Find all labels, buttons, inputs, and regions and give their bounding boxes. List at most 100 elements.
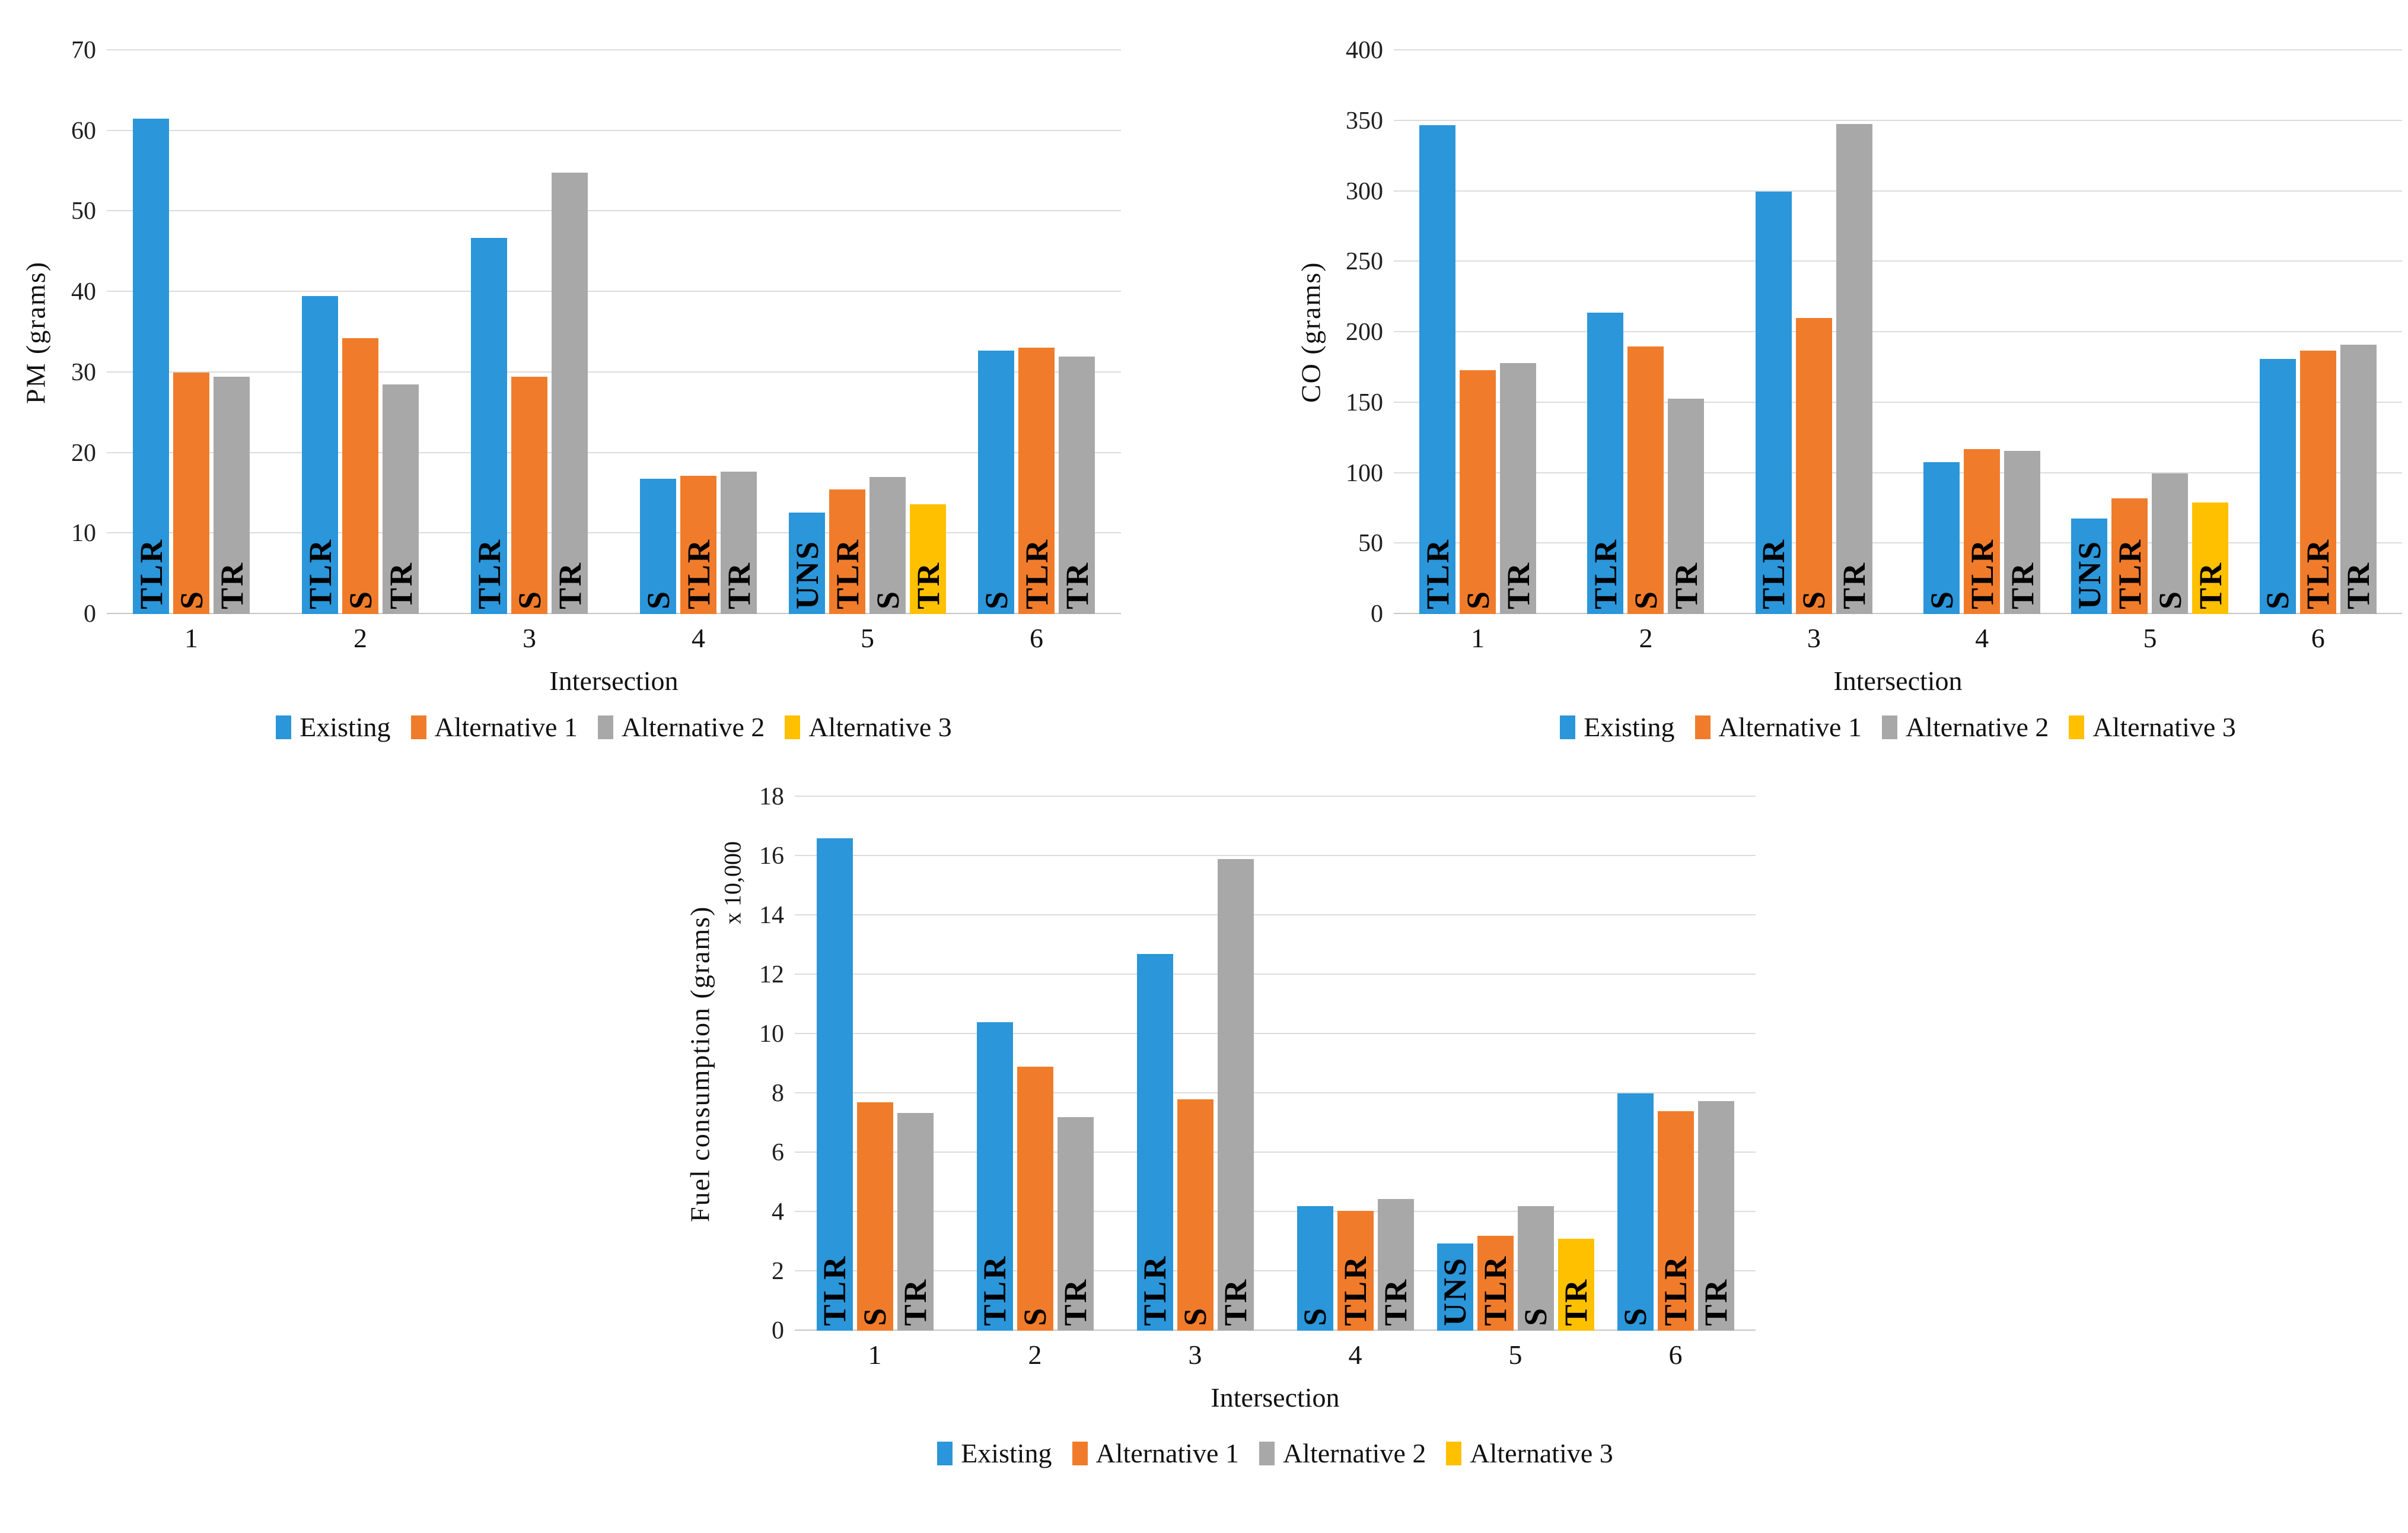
legend-item: Alternative 3 bbox=[2069, 714, 2236, 741]
bar-label: S bbox=[978, 589, 1014, 609]
legend: Existing Alternative 1 Alternative 2 Altern… bbox=[1394, 714, 2402, 741]
legend: Existing Alternative 1 Alternative 2 Altern… bbox=[795, 1440, 1756, 1467]
legend-label: Existing bbox=[961, 1438, 1052, 1468]
gridline bbox=[1394, 260, 2402, 262]
bar-label: TLR bbox=[2300, 537, 2336, 609]
legend-label: Alternative 1 bbox=[1095, 1438, 1239, 1468]
bar-label: TR bbox=[552, 561, 588, 609]
y-axis-tick-label: 70 bbox=[71, 37, 96, 64]
bar: TR bbox=[1668, 398, 1705, 614]
legend-item: Existing bbox=[276, 714, 391, 741]
chart-body: CO (grams) 0 50 100 150 200 250 300 350 400 TLR S TR… bbox=[1293, 0, 2402, 626]
legend-label: Alternative 2 bbox=[621, 712, 765, 742]
bar-label: TR bbox=[897, 1277, 933, 1326]
y-axis-scale-note: x 10,000 bbox=[719, 841, 746, 924]
bar: TR bbox=[2004, 450, 2041, 614]
bar-label: TLR bbox=[680, 537, 716, 609]
bar: TR bbox=[552, 173, 588, 614]
legend-item: Alternative 3 bbox=[1446, 1440, 1613, 1467]
y-axis-tick-label: 0 bbox=[772, 1317, 784, 1344]
gridline bbox=[795, 855, 1756, 856]
bar: S bbox=[1627, 346, 1664, 614]
y-axis-title: CO (grams) bbox=[1295, 261, 1326, 403]
chart-body: Fuel consumption (grams) x 10,000 0 2 4 6 8 10 1… bbox=[682, 746, 1756, 1343]
bar-label: TR bbox=[1058, 1277, 1093, 1326]
legend-label: Alternative 2 bbox=[1905, 712, 2049, 742]
category-label: 1 bbox=[1471, 622, 1485, 653]
bar: UNS bbox=[2071, 518, 2108, 614]
category-label: 5 bbox=[2143, 622, 2157, 653]
bar: S bbox=[1795, 318, 1832, 614]
category-label: 6 bbox=[1030, 622, 1043, 653]
bar: TLR bbox=[2111, 498, 2148, 614]
category-label: 3 bbox=[523, 622, 536, 653]
bar: TLR bbox=[1657, 1111, 1694, 1331]
bar: TR bbox=[2340, 345, 2377, 614]
y-axis-tick-label: 200 bbox=[1346, 319, 1383, 346]
bar: S bbox=[1177, 1099, 1213, 1331]
bar-group: S TLR TR bbox=[952, 50, 1121, 614]
bar: TLR bbox=[1136, 954, 1173, 1331]
y-axis-title: PM (grams) bbox=[20, 260, 51, 404]
gridline bbox=[795, 1092, 1756, 1093]
alternative-2-legend-swatch bbox=[597, 715, 613, 739]
bar-label: S bbox=[1796, 589, 1832, 609]
gridline bbox=[1394, 119, 2402, 121]
bar-label: S bbox=[1177, 1306, 1213, 1326]
category-label: 1 bbox=[868, 1339, 882, 1370]
category-label: 2 bbox=[353, 622, 367, 653]
y-axis-tick-label: 20 bbox=[71, 439, 96, 467]
category-label: 6 bbox=[2311, 622, 2325, 653]
bar-groups: TLR S TR TLR S TR TLR S TR S TLR TR UNS TLR S TR S TLR TR bbox=[107, 50, 1121, 614]
gridline bbox=[795, 914, 1756, 915]
y-axis-tick-label: 18 bbox=[759, 783, 784, 810]
bar: TR bbox=[1377, 1198, 1414, 1331]
bar-label: TLR bbox=[1658, 1254, 1693, 1326]
bar-label: TR bbox=[2192, 561, 2228, 609]
alternative-2-legend-swatch bbox=[1881, 715, 1897, 739]
gridline bbox=[1394, 472, 2402, 473]
bar-label: TLR bbox=[1337, 1254, 1373, 1326]
y-axis-title: Fuel consumption (grams) bbox=[684, 905, 715, 1222]
bar: TLR bbox=[1755, 191, 1792, 614]
bar: TR bbox=[721, 471, 757, 614]
bar-groups: TLR S TR TLR S TR TLR S TR S TLR TR UNS TLR S TR S TLR TR bbox=[1394, 50, 2402, 614]
x-axis-title: Intersection bbox=[1833, 665, 1963, 696]
bar: S bbox=[978, 351, 1014, 614]
x-axis-category-labels: 1 2 3 4 5 6 bbox=[1394, 614, 2402, 661]
legend-item: Existing bbox=[1560, 714, 1675, 741]
bar: S bbox=[342, 338, 378, 614]
bar: S bbox=[1923, 462, 1960, 614]
bar: S bbox=[173, 372, 209, 614]
plot-area: TLR S TR TLR S TR TLR S TR S TLR TR UNS TLR S TR S TLR TR bbox=[107, 49, 1121, 614]
bar: TR bbox=[897, 1112, 934, 1331]
gridline bbox=[107, 49, 1121, 50]
gridline bbox=[1394, 331, 2402, 332]
y-axis-tick-label: 50 bbox=[71, 198, 96, 225]
category-label: 2 bbox=[1028, 1339, 1042, 1370]
x-axis-line bbox=[1394, 613, 2402, 614]
bar: S bbox=[869, 477, 906, 614]
bar-label: TR bbox=[1668, 561, 1704, 609]
bar: S bbox=[2259, 359, 2296, 614]
bar-group: TLR S TR bbox=[955, 797, 1115, 1331]
category-label: 5 bbox=[861, 622, 874, 653]
x-axis-title: Intersection bbox=[1211, 1382, 1340, 1413]
legend-item: Alternative 2 bbox=[1259, 1440, 1426, 1467]
y-axis: 0 50 100 150 200 250 300 350 400 bbox=[1329, 38, 1394, 626]
bar-group: TLR S TR bbox=[107, 50, 276, 614]
y-axis-tick-label: 2 bbox=[772, 1258, 784, 1285]
x-axis-line bbox=[107, 613, 1121, 614]
bar: TR bbox=[1059, 356, 1095, 614]
bar-group: UNS TLR S TR bbox=[783, 50, 952, 614]
bar: TR bbox=[2192, 502, 2229, 614]
legend-item: Existing bbox=[937, 1440, 1052, 1467]
bar-label: TR bbox=[214, 561, 250, 609]
bar: S bbox=[856, 1102, 893, 1331]
bar: UNS bbox=[1436, 1243, 1473, 1331]
y-axis-tick-label: 400 bbox=[1346, 37, 1383, 64]
y-axis: 0 10 20 30 40 50 60 70 bbox=[53, 38, 107, 626]
legend-item: Alternative 1 bbox=[1072, 1440, 1239, 1467]
gridline bbox=[1394, 401, 2402, 403]
bar: TLR bbox=[829, 489, 865, 614]
